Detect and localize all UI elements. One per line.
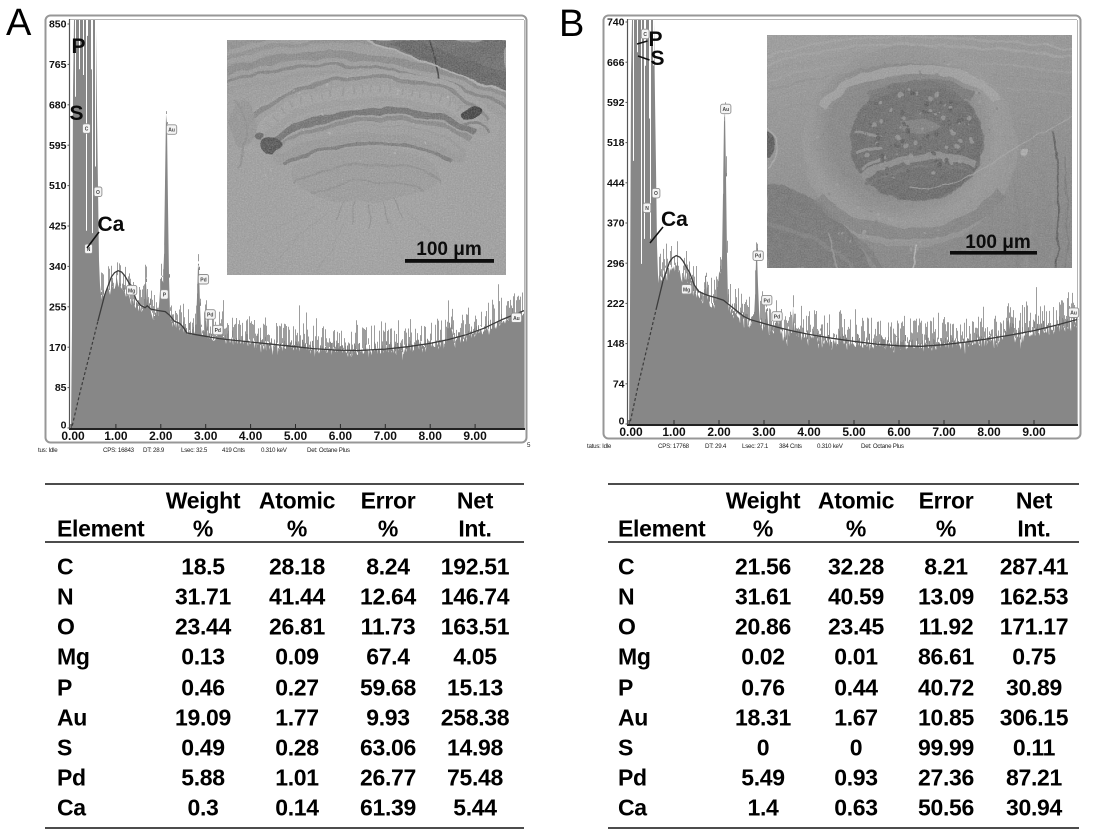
svg-text:C: C <box>85 127 89 133</box>
svg-text:P: P <box>72 35 86 58</box>
svg-text:0.00: 0.00 <box>619 425 643 439</box>
svg-text:2.00: 2.00 <box>707 425 731 439</box>
svg-text:6.00: 6.00 <box>887 425 911 439</box>
svg-text:3.00: 3.00 <box>752 425 776 439</box>
svg-text:255: 255 <box>49 301 67 313</box>
svg-text:3.00: 3.00 <box>194 429 218 443</box>
svg-text:P: P <box>163 293 167 299</box>
svg-text:O: O <box>654 191 658 197</box>
svg-text:Pd: Pd <box>755 254 761 260</box>
svg-text:Mg: Mg <box>683 287 690 293</box>
svg-text:518: 518 <box>607 137 625 149</box>
svg-text:765: 765 <box>49 59 67 71</box>
svg-text:S: S <box>70 102 84 125</box>
svg-text:Au: Au <box>1070 311 1077 317</box>
svg-text:S: S <box>651 47 665 70</box>
svg-text:4.00: 4.00 <box>239 429 263 443</box>
svg-text:Au: Au <box>513 316 520 322</box>
svg-text:7.00: 7.00 <box>932 425 956 439</box>
svg-text:Ca: Ca <box>98 213 125 236</box>
svg-text:170: 170 <box>49 342 67 354</box>
svg-text:Au: Au <box>722 107 729 113</box>
svg-text:340: 340 <box>49 261 67 273</box>
svg-text:Pd: Pd <box>764 298 770 304</box>
svg-text:Au: Au <box>168 128 175 134</box>
svg-text:850: 850 <box>49 19 67 31</box>
svg-text:680: 680 <box>49 99 67 111</box>
svg-text:1.00: 1.00 <box>104 429 128 443</box>
svg-text:425: 425 <box>49 221 67 233</box>
svg-text:444: 444 <box>607 177 625 189</box>
svg-text:9.00: 9.00 <box>1022 425 1046 439</box>
svg-text:740: 740 <box>607 17 625 29</box>
svg-text:592: 592 <box>607 97 625 109</box>
svg-text:Mg: Mg <box>128 288 135 294</box>
svg-text:510: 510 <box>49 180 67 192</box>
svg-text:0.00: 0.00 <box>61 429 85 443</box>
svg-text:4.00: 4.00 <box>797 425 821 439</box>
svg-text:148: 148 <box>607 338 625 350</box>
svg-text:Pd: Pd <box>215 328 221 334</box>
svg-text:0: 0 <box>619 416 625 428</box>
svg-text:85: 85 <box>55 382 67 394</box>
svg-text:Pd: Pd <box>207 313 213 319</box>
svg-text:6.00: 6.00 <box>329 429 353 443</box>
svg-text:100 μm: 100 μm <box>416 239 482 260</box>
svg-text:5.00: 5.00 <box>284 429 308 443</box>
svg-text:8.00: 8.00 <box>977 425 1001 439</box>
svg-text:P: P <box>649 28 663 51</box>
svg-text:8.00: 8.00 <box>419 429 443 443</box>
svg-text:74: 74 <box>613 378 625 390</box>
svg-text:595: 595 <box>49 140 67 152</box>
svg-text:9.00: 9.00 <box>463 429 487 443</box>
svg-text:1.00: 1.00 <box>662 425 686 439</box>
svg-text:666: 666 <box>607 57 625 69</box>
svg-text:C: C <box>643 32 647 38</box>
svg-text:5.00: 5.00 <box>842 425 866 439</box>
svg-text:Pd: Pd <box>200 277 206 283</box>
svg-text:7.00: 7.00 <box>374 429 398 443</box>
svg-text:Pd: Pd <box>774 315 780 321</box>
svg-text:222: 222 <box>607 298 625 310</box>
svg-text:O: O <box>96 190 100 196</box>
svg-text:N: N <box>645 206 649 212</box>
svg-text:2.00: 2.00 <box>149 429 173 443</box>
svg-text:0: 0 <box>61 420 67 432</box>
svg-text:296: 296 <box>607 258 625 270</box>
svg-text:N: N <box>87 247 91 253</box>
svg-text:370: 370 <box>607 218 625 230</box>
svg-text:Ca: Ca <box>661 208 688 231</box>
svg-text:100 μm: 100 μm <box>965 232 1031 253</box>
